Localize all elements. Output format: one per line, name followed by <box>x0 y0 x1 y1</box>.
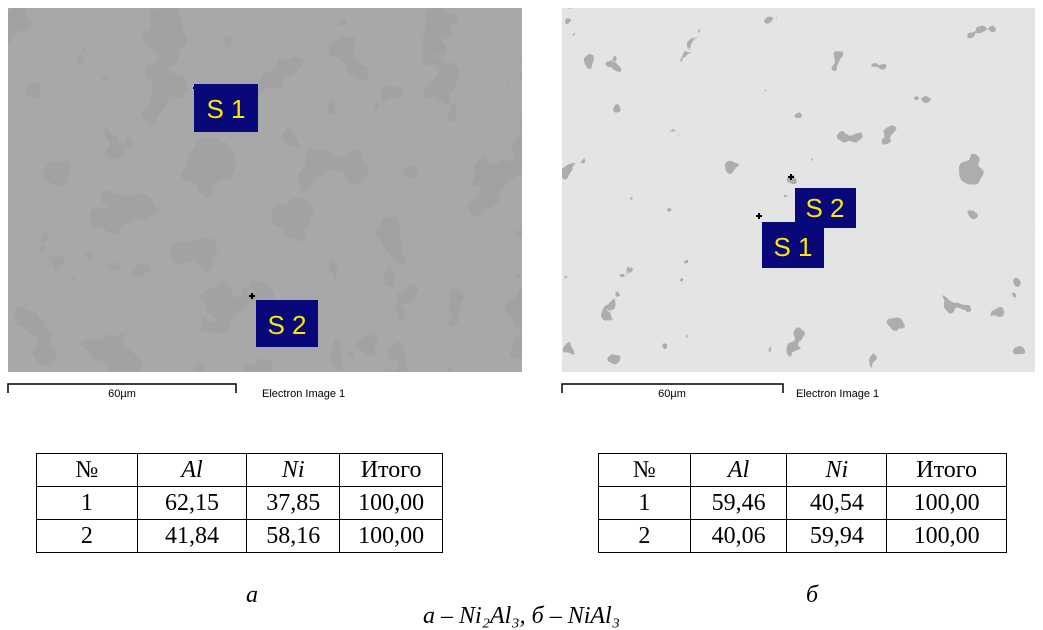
cell: 40,06 <box>690 520 787 553</box>
cell: 59,94 <box>787 520 887 553</box>
cell: 100,00 <box>887 487 1007 520</box>
header-cell: Al <box>137 454 247 487</box>
spot-label: S 1 <box>206 94 245 124</box>
header-cell: Итого <box>887 454 1007 487</box>
cell: 59,46 <box>690 487 787 520</box>
cell: 41,84 <box>137 520 247 553</box>
cell: 1 <box>37 487 138 520</box>
figure-caption: а – Ni₂Al₃, б – NiAl₃ <box>0 603 1043 630</box>
page: S 1 S 2 S 2 S 1 60µm Electron Image 1 60… <box>0 0 1043 630</box>
cell: 62,15 <box>137 487 247 520</box>
scale-label: 60µm <box>108 388 136 400</box>
sem-image: S 2 S 1 <box>562 8 1035 372</box>
sem-image: S 1 S 2 <box>8 8 522 372</box>
header-cell: № <box>37 454 138 487</box>
cell: 40,54 <box>787 487 887 520</box>
image-caption: Electron Image 1 <box>796 388 879 400</box>
spot-label: S 1 <box>773 232 812 262</box>
cell: 100,00 <box>340 520 443 553</box>
header-cell: Итого <box>340 454 443 487</box>
cell: 2 <box>599 520 691 553</box>
scale-label: 60µm <box>658 388 686 400</box>
header-cell: Ni <box>787 454 887 487</box>
cell: 100,00 <box>887 520 1007 553</box>
cell: 100,00 <box>340 487 443 520</box>
image-caption: Electron Image 1 <box>262 388 345 400</box>
cell: 58,16 <box>247 520 340 553</box>
cell: 2 <box>37 520 138 553</box>
header-cell: № <box>599 454 691 487</box>
scale-bars: 60µm Electron Image 1 60µm Electron Imag… <box>0 378 1043 408</box>
cell: 37,85 <box>247 487 340 520</box>
header-cell: Al <box>690 454 787 487</box>
header-cell: Ni <box>247 454 340 487</box>
cell: 1 <box>599 487 691 520</box>
spot-label: S 2 <box>805 193 844 223</box>
spot-label: S 2 <box>267 310 306 340</box>
